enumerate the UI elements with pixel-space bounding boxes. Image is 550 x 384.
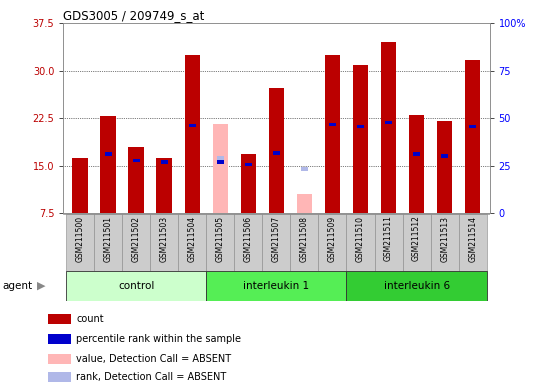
Bar xyxy=(296,194,312,213)
Bar xyxy=(329,122,336,126)
Bar xyxy=(48,314,71,324)
Bar xyxy=(217,156,224,160)
Text: GSM211506: GSM211506 xyxy=(244,215,253,262)
Text: interleukin 1: interleukin 1 xyxy=(243,281,310,291)
Text: GSM211507: GSM211507 xyxy=(272,215,281,262)
Bar xyxy=(465,60,480,213)
Bar xyxy=(441,154,448,158)
Bar xyxy=(240,154,256,213)
Bar xyxy=(431,214,459,271)
Bar xyxy=(290,214,318,271)
Text: GSM211512: GSM211512 xyxy=(412,215,421,262)
Bar xyxy=(262,214,290,271)
Text: GSM211504: GSM211504 xyxy=(188,215,197,262)
Text: percentile rank within the sample: percentile rank within the sample xyxy=(76,334,241,344)
Bar xyxy=(268,88,284,213)
Bar xyxy=(150,214,178,271)
Bar xyxy=(459,214,487,271)
Text: count: count xyxy=(76,314,103,324)
Bar xyxy=(409,115,424,213)
Bar xyxy=(217,160,224,164)
Text: agent: agent xyxy=(3,281,33,291)
Text: control: control xyxy=(118,281,155,291)
Bar xyxy=(189,124,196,127)
Bar xyxy=(185,55,200,213)
Bar xyxy=(301,167,308,170)
Bar xyxy=(129,147,144,213)
Bar xyxy=(346,214,375,271)
Bar xyxy=(161,160,168,164)
Bar xyxy=(381,42,396,213)
Bar xyxy=(133,159,140,162)
Bar xyxy=(413,152,420,156)
Bar xyxy=(48,372,71,382)
Bar xyxy=(324,55,340,213)
Text: GSM211511: GSM211511 xyxy=(384,215,393,262)
Bar xyxy=(73,158,88,213)
Bar xyxy=(469,124,476,128)
Bar xyxy=(385,121,392,124)
Bar xyxy=(357,124,364,128)
Text: GSM211501: GSM211501 xyxy=(103,215,113,262)
Bar xyxy=(206,271,346,301)
Bar xyxy=(375,214,403,271)
Text: ▶: ▶ xyxy=(37,281,46,291)
Bar xyxy=(318,214,346,271)
Text: GSM211509: GSM211509 xyxy=(328,215,337,262)
Text: GSM211510: GSM211510 xyxy=(356,215,365,262)
Text: GSM211500: GSM211500 xyxy=(75,215,85,262)
Bar xyxy=(48,354,71,364)
Text: GSM211508: GSM211508 xyxy=(300,215,309,262)
Bar xyxy=(346,271,487,301)
Bar xyxy=(273,151,280,155)
Text: GSM211514: GSM211514 xyxy=(468,215,477,262)
Text: GDS3005 / 209749_s_at: GDS3005 / 209749_s_at xyxy=(63,9,205,22)
Bar xyxy=(206,214,234,271)
Text: GSM211505: GSM211505 xyxy=(216,215,225,262)
Bar xyxy=(403,214,431,271)
Bar xyxy=(178,214,206,271)
Bar xyxy=(104,152,112,156)
Bar xyxy=(353,65,368,213)
Bar xyxy=(157,158,172,213)
Bar xyxy=(437,121,452,213)
Bar xyxy=(245,162,252,166)
Bar xyxy=(48,334,71,344)
Bar xyxy=(66,271,206,301)
Bar xyxy=(94,214,122,271)
Text: GSM211502: GSM211502 xyxy=(131,215,141,262)
Bar xyxy=(213,124,228,213)
Text: interleukin 6: interleukin 6 xyxy=(383,281,450,291)
Text: value, Detection Call = ABSENT: value, Detection Call = ABSENT xyxy=(76,354,231,364)
Text: GSM211503: GSM211503 xyxy=(160,215,169,262)
Text: GSM211513: GSM211513 xyxy=(440,215,449,262)
Bar xyxy=(129,147,144,213)
Bar xyxy=(122,214,150,271)
Bar xyxy=(73,158,88,213)
Bar xyxy=(234,214,262,271)
Text: rank, Detection Call = ABSENT: rank, Detection Call = ABSENT xyxy=(76,372,226,382)
Bar xyxy=(66,214,94,271)
Bar xyxy=(101,116,116,213)
